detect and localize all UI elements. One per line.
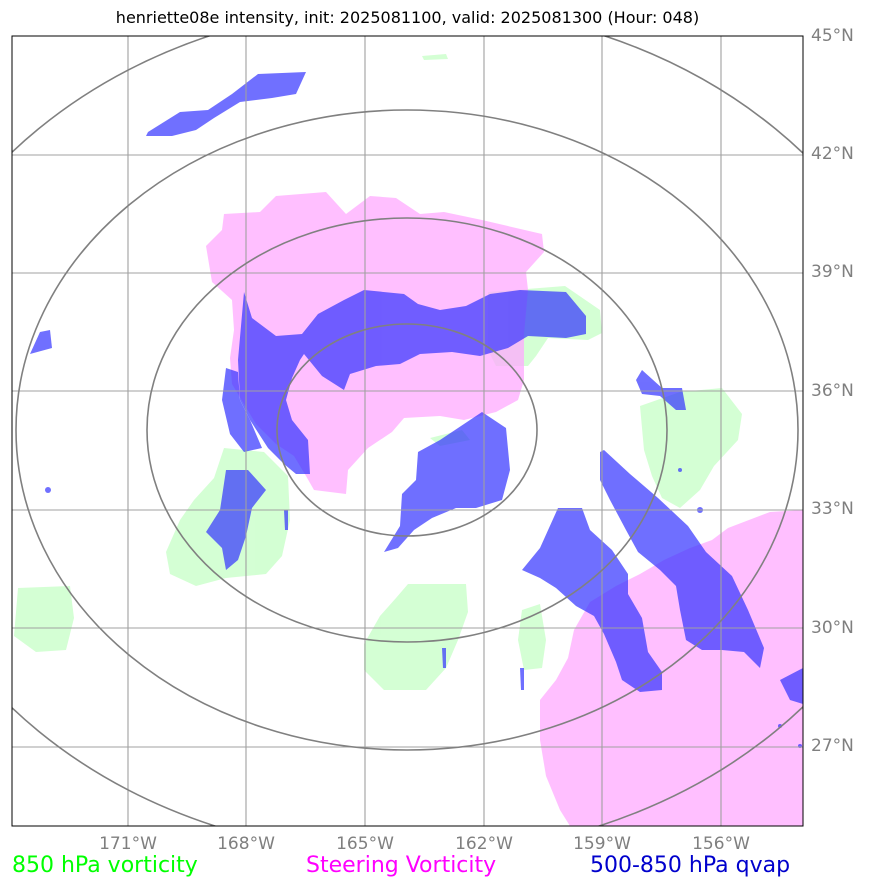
lon-label-156: 156°W: [692, 834, 750, 854]
range-rings: [12, 36, 803, 826]
lat-label-33: 33°N: [811, 499, 854, 519]
lon-label-159: 159°W: [573, 834, 631, 854]
vort850-patch-far-east: [640, 388, 742, 508]
legend-steering-vorticity: Steering Vorticity: [306, 853, 497, 878]
vort850-patch-north: [422, 54, 448, 60]
qvap-patch-west-low: [206, 470, 266, 570]
map-title: henriette08e intensity, init: 2025081100…: [115, 8, 700, 27]
lat-label-45: 45°N: [811, 26, 854, 46]
legend-qvap: 500-850 hPa qvap: [590, 853, 791, 878]
lon-label-162: 162°W: [455, 834, 513, 854]
qvap-layer: [30, 72, 803, 748]
vort850-patch-southwest: [14, 586, 74, 652]
lat-label-30: 30°N: [811, 618, 854, 638]
qvap-patch-west-lobe: [222, 368, 262, 452]
graticule: [12, 36, 803, 826]
legend-850-vorticity: 850 hPa vorticity: [12, 853, 198, 878]
qvap-patch-tiny-3: [520, 668, 524, 690]
lon-label-165: 165°W: [336, 834, 394, 854]
qvap-patch-east-edge: [780, 668, 803, 704]
range-ring-2: [146, 217, 668, 643]
lat-label-42: 42°N: [811, 144, 854, 164]
qvap-dot-1: [45, 487, 51, 493]
lat-label-27: 27°N: [811, 736, 854, 756]
range-ring-1: [276, 323, 538, 537]
map-frame: [11, 35, 804, 827]
vort850-patch-south-east: [518, 604, 546, 670]
qvap-dot-3: [678, 468, 682, 472]
qvap-patch-west-edge: [30, 330, 52, 354]
lon-label-168: 168°W: [217, 834, 275, 854]
qvap-patch-tiny-2: [442, 648, 446, 668]
qvap-patch-center: [384, 412, 510, 552]
lat-label-39: 39°N: [811, 262, 854, 282]
lon-label-171: 171°W: [99, 834, 157, 854]
qvap-patch-east-band: [600, 450, 764, 668]
qvap-patch-tiny-1: [284, 510, 288, 530]
vort850-patch-south: [364, 584, 468, 690]
qvap-patch-southeast: [522, 508, 662, 692]
lat-label-36: 36°N: [811, 381, 854, 401]
qvap-patch-band: [238, 290, 586, 474]
range-ring-3: [15, 109, 799, 751]
steering-vorticity-layer: [206, 192, 803, 826]
qvap-patch-north-streak: [146, 72, 306, 136]
qvap-patch-east-small: [636, 370, 686, 410]
